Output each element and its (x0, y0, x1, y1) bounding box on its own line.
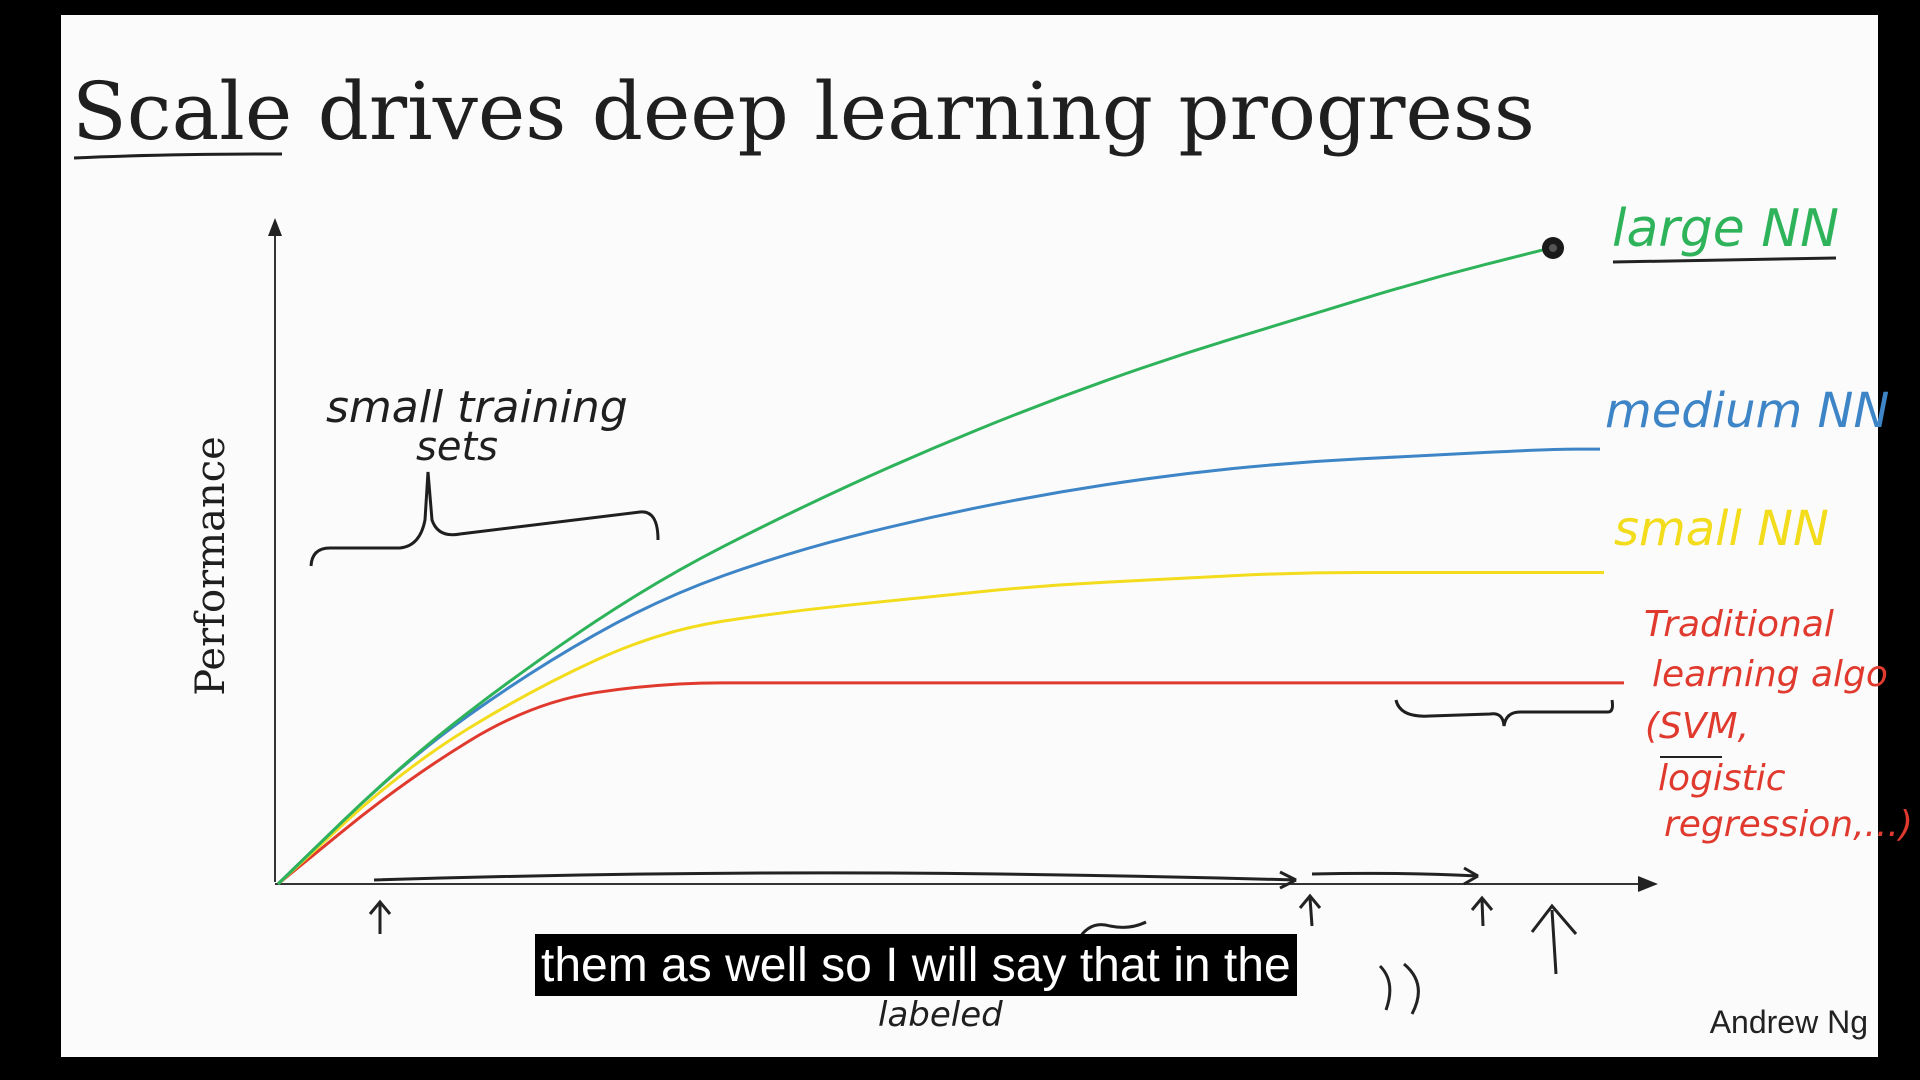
label-large-nn: large NN (1612, 199, 1839, 259)
y-axis-label: Performance (188, 436, 234, 696)
annotation-small-sets-line2: sets (416, 424, 498, 470)
small-sets-brace (309, 471, 660, 567)
label-large-underline (1612, 256, 1837, 264)
x-axis-arrowhead (1638, 876, 1658, 892)
label-traditional-line4: logistic (1658, 758, 1786, 799)
up-arrow-3 (1470, 895, 1494, 927)
title-underline (73, 152, 283, 160)
series-line-small-nn (276, 570, 1604, 886)
partial-handwriting-right (1378, 962, 1420, 1015)
partial-handwriting-left (1076, 920, 1147, 941)
label-traditional-line2: learning algo (1652, 654, 1888, 695)
subtitle-caption-box: them as well so I will say that in the (535, 934, 1297, 996)
y-axis-arrowhead (268, 218, 282, 236)
series-line-medium-nn (276, 447, 1600, 886)
large-nn-marker-center (1549, 244, 1557, 252)
label-traditional: Traditional learning algo (SVM, logistic… (1644, 604, 1913, 845)
series-line-large-nn (276, 246, 1552, 886)
slide-title: Scale drives deep learning progress (72, 65, 1535, 158)
series-line-traditional (277, 681, 1624, 886)
up-arrow-2 (1298, 893, 1322, 927)
label-traditional-line3: (SVM, (1645, 706, 1749, 747)
subtitle-caption-text: them as well so I will say that in the (541, 938, 1291, 992)
label-traditional-line5: regression,...) (1664, 804, 1913, 845)
label-medium-nn: medium NN (1605, 383, 1889, 439)
up-arrow-4 (1530, 903, 1578, 975)
annotation-labeled: labeled (878, 995, 1003, 1035)
author-credit: Andrew Ng (1709, 1004, 1868, 1040)
right-brace (1394, 699, 1614, 727)
data-range-arrow-2 (1311, 866, 1479, 886)
annotation-small-sets-line1: small training (326, 382, 628, 433)
up-arrow-1 (368, 899, 392, 934)
label-traditional-line1: Traditional (1644, 604, 1834, 645)
data-range-arrow-1 (373, 870, 1297, 890)
label-small-nn: small NN (1614, 501, 1829, 557)
